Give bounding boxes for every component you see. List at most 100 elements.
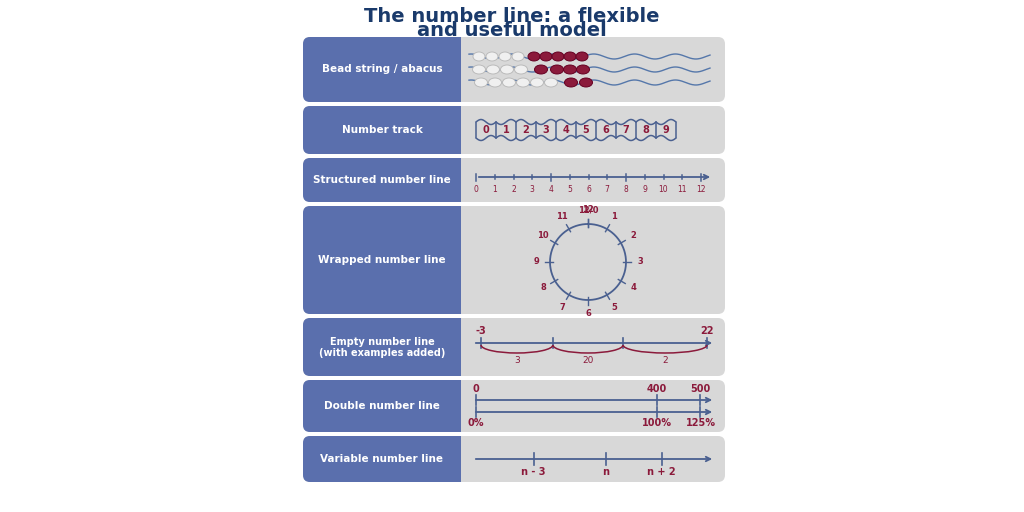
Text: 6: 6 bbox=[603, 125, 609, 135]
Text: 7: 7 bbox=[605, 185, 609, 194]
FancyBboxPatch shape bbox=[303, 206, 725, 314]
Text: 1: 1 bbox=[611, 212, 616, 222]
Text: 10: 10 bbox=[538, 231, 549, 241]
Bar bbox=[453, 318, 461, 376]
Ellipse shape bbox=[563, 65, 577, 74]
FancyBboxPatch shape bbox=[303, 380, 461, 432]
Text: The number line: a flexible: The number line: a flexible bbox=[365, 7, 659, 26]
Ellipse shape bbox=[512, 52, 524, 61]
Bar bbox=[453, 206, 461, 314]
Ellipse shape bbox=[535, 65, 548, 74]
Text: 0: 0 bbox=[473, 185, 478, 194]
Text: 3: 3 bbox=[514, 356, 520, 365]
Text: 8: 8 bbox=[540, 284, 546, 292]
Text: Number track: Number track bbox=[342, 125, 423, 135]
Text: and useful model: and useful model bbox=[417, 21, 607, 40]
Text: Structured number line: Structured number line bbox=[313, 175, 451, 185]
FancyBboxPatch shape bbox=[303, 37, 461, 102]
Ellipse shape bbox=[528, 52, 540, 61]
Ellipse shape bbox=[473, 52, 485, 61]
Ellipse shape bbox=[486, 52, 498, 61]
Text: 1: 1 bbox=[493, 185, 497, 194]
Text: 5: 5 bbox=[567, 185, 572, 194]
Text: Double number line: Double number line bbox=[324, 401, 440, 411]
FancyBboxPatch shape bbox=[303, 436, 725, 482]
Bar bbox=[453, 380, 461, 432]
Text: Wrapped number line: Wrapped number line bbox=[318, 255, 445, 265]
Bar bbox=[453, 436, 461, 482]
FancyBboxPatch shape bbox=[303, 158, 461, 202]
Ellipse shape bbox=[503, 78, 515, 87]
Ellipse shape bbox=[564, 52, 575, 61]
FancyBboxPatch shape bbox=[303, 318, 725, 376]
Text: 3: 3 bbox=[637, 258, 643, 267]
Text: 2: 2 bbox=[511, 185, 516, 194]
Text: 0: 0 bbox=[482, 125, 489, 135]
Ellipse shape bbox=[516, 78, 529, 87]
Text: 3: 3 bbox=[543, 125, 549, 135]
Text: 100%: 100% bbox=[642, 418, 672, 428]
Text: 5: 5 bbox=[583, 125, 590, 135]
Text: 12/0: 12/0 bbox=[578, 205, 598, 215]
Ellipse shape bbox=[580, 78, 593, 87]
Text: 11: 11 bbox=[556, 212, 568, 222]
Ellipse shape bbox=[486, 65, 500, 74]
Text: 12: 12 bbox=[696, 185, 706, 194]
Ellipse shape bbox=[540, 52, 552, 61]
FancyBboxPatch shape bbox=[303, 37, 725, 102]
Ellipse shape bbox=[474, 78, 487, 87]
FancyBboxPatch shape bbox=[303, 318, 461, 376]
Text: n: n bbox=[602, 467, 609, 477]
Text: 2: 2 bbox=[630, 231, 636, 241]
Ellipse shape bbox=[530, 78, 544, 87]
Text: 12: 12 bbox=[582, 205, 594, 215]
Text: (with examples added): (with examples added) bbox=[318, 348, 445, 358]
Text: Variable number line: Variable number line bbox=[321, 454, 443, 464]
Text: Bead string / abacus: Bead string / abacus bbox=[322, 65, 442, 75]
Text: n - 3: n - 3 bbox=[521, 467, 546, 477]
Text: 4: 4 bbox=[562, 125, 569, 135]
Bar bbox=[453, 106, 461, 154]
Text: 0: 0 bbox=[473, 384, 479, 394]
Ellipse shape bbox=[472, 65, 485, 74]
Text: 7: 7 bbox=[623, 125, 630, 135]
Text: 6: 6 bbox=[586, 185, 591, 194]
Text: 2: 2 bbox=[663, 356, 668, 365]
Text: 9: 9 bbox=[534, 258, 539, 267]
Text: -3: -3 bbox=[475, 326, 486, 336]
Bar bbox=[453, 158, 461, 202]
Text: 8: 8 bbox=[624, 185, 629, 194]
Text: 125%: 125% bbox=[685, 418, 716, 428]
Text: 9: 9 bbox=[663, 125, 670, 135]
Text: 5: 5 bbox=[611, 303, 616, 311]
Ellipse shape bbox=[514, 65, 527, 74]
Ellipse shape bbox=[575, 52, 588, 61]
Text: 400: 400 bbox=[647, 384, 667, 394]
FancyBboxPatch shape bbox=[303, 106, 725, 154]
Text: 8: 8 bbox=[643, 125, 649, 135]
Text: 20: 20 bbox=[583, 356, 594, 365]
FancyBboxPatch shape bbox=[303, 206, 461, 314]
Ellipse shape bbox=[499, 52, 511, 61]
Text: 3: 3 bbox=[529, 185, 535, 194]
Ellipse shape bbox=[488, 78, 502, 87]
Text: 10: 10 bbox=[658, 185, 669, 194]
Text: 500: 500 bbox=[690, 384, 711, 394]
FancyBboxPatch shape bbox=[303, 380, 725, 432]
Text: Empty number line: Empty number line bbox=[330, 337, 434, 347]
Bar bbox=[453, 37, 461, 102]
Text: 11: 11 bbox=[678, 185, 687, 194]
Ellipse shape bbox=[564, 78, 578, 87]
Text: 7: 7 bbox=[559, 303, 565, 311]
Text: 1: 1 bbox=[503, 125, 509, 135]
Text: 0%: 0% bbox=[468, 418, 484, 428]
Ellipse shape bbox=[552, 52, 564, 61]
Text: 4: 4 bbox=[630, 284, 636, 292]
Text: 9: 9 bbox=[642, 185, 647, 194]
Text: 4: 4 bbox=[549, 185, 553, 194]
Ellipse shape bbox=[551, 65, 563, 74]
Ellipse shape bbox=[545, 78, 557, 87]
Text: 22: 22 bbox=[700, 326, 714, 336]
FancyBboxPatch shape bbox=[303, 436, 461, 482]
Ellipse shape bbox=[577, 65, 590, 74]
